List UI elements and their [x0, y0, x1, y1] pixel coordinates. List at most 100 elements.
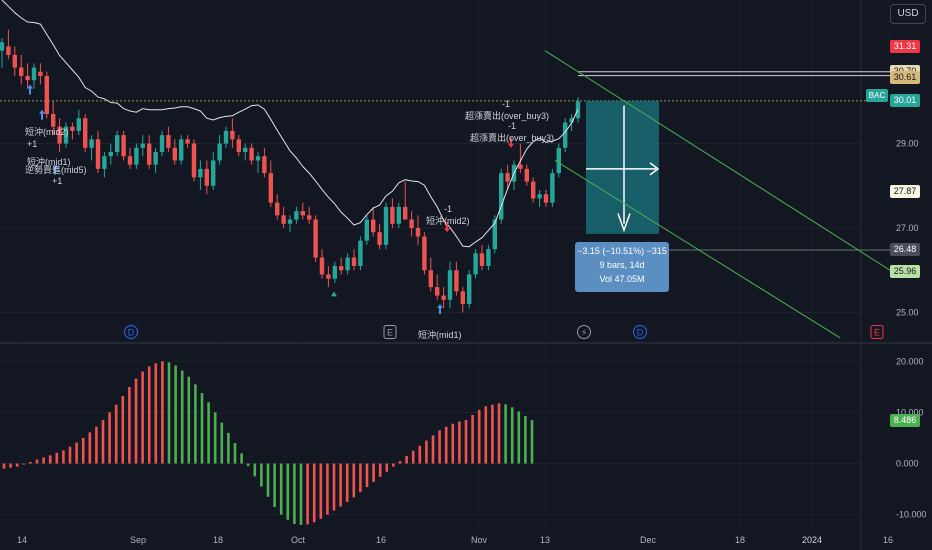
candle — [147, 135, 152, 169]
candle-body — [243, 147, 248, 152]
x-tick-label: Oct — [291, 535, 306, 545]
candle-body — [492, 219, 497, 250]
price-axis-label: 25.96 — [890, 265, 920, 279]
candle-body — [198, 168, 203, 178]
candle-body — [479, 253, 485, 266]
candle-body — [563, 122, 568, 148]
candle-body — [57, 126, 62, 144]
candle — [447, 261, 453, 309]
candle-body — [377, 232, 382, 245]
oscillator-bar — [345, 463, 349, 502]
oscillator-bar — [352, 463, 356, 498]
x-tick-label: 18 — [213, 535, 223, 545]
candle — [57, 118, 62, 152]
moving-average-line — [1, 0, 579, 248]
candle — [460, 287, 465, 313]
signal-label: -1 — [508, 121, 516, 131]
x-tick-label: 14 — [17, 535, 27, 545]
trend-line-lower — [554, 160, 841, 339]
currency-button[interactable]: USD — [890, 4, 926, 24]
candle-body — [249, 147, 254, 161]
candle — [211, 152, 216, 190]
candle-body — [51, 114, 56, 127]
candle — [358, 236, 363, 271]
signal-label: 短沖(mid1) — [418, 329, 462, 340]
x-tick-label: Nov — [471, 535, 488, 545]
candle-body — [0, 42, 5, 51]
candle-body — [364, 219, 369, 241]
oscillator-bar — [260, 463, 263, 487]
signal-label: +1 — [27, 139, 37, 149]
candle — [12, 46, 17, 76]
oscillator-bar — [9, 463, 12, 468]
oscillator-bar — [141, 371, 144, 464]
candle — [319, 249, 325, 279]
candle-body — [447, 270, 453, 300]
candle-body — [518, 164, 523, 169]
candle — [38, 63, 43, 85]
candle — [51, 101, 56, 136]
oscillator-bar — [180, 370, 184, 464]
candle — [127, 147, 133, 169]
candle — [275, 194, 280, 220]
oscillator-bar — [161, 361, 164, 464]
oscillator-bar — [438, 430, 441, 464]
candle-body — [83, 118, 88, 148]
candle-body — [204, 168, 209, 186]
candle — [115, 130, 120, 157]
candle — [223, 126, 229, 148]
oscillator-bar — [220, 422, 224, 464]
candle — [262, 147, 267, 178]
candle — [377, 223, 382, 250]
oscillator-bar — [378, 463, 382, 477]
candle-body — [358, 240, 363, 266]
oscillator-bar — [530, 420, 534, 464]
signal-label: -1 — [444, 204, 452, 214]
event-marker-label: E — [874, 328, 880, 338]
candle — [364, 215, 369, 245]
oscillator-bar — [504, 404, 507, 464]
oscillator-bar — [35, 459, 39, 464]
projection-box — [586, 100, 659, 234]
candle-body — [281, 215, 286, 224]
signal-label: 超漲賣出(over_buy3) — [465, 110, 549, 121]
candle — [249, 143, 254, 165]
candle-body — [147, 143, 152, 165]
oscillator-bar — [68, 446, 72, 464]
candle-body — [351, 257, 357, 266]
oscillator-bar — [95, 426, 98, 464]
oscillator-bar — [451, 423, 455, 464]
price-axis-label: 31.31 — [890, 39, 920, 53]
candle-body — [537, 194, 542, 199]
candle-body — [179, 139, 184, 161]
candle-body — [95, 139, 101, 169]
candle-body — [25, 76, 30, 81]
oscillator-bar — [114, 404, 118, 464]
candle — [486, 244, 491, 271]
x-tick-label: 13 — [540, 535, 550, 545]
candle-body — [102, 156, 107, 169]
osc-tick-label: 0.000 — [896, 459, 919, 469]
measure-line2: 9 bars, 14d — [599, 260, 645, 270]
candle-body — [435, 287, 440, 296]
oscillator-bar — [293, 463, 296, 524]
oscillator-bar — [22, 463, 26, 465]
candle — [172, 139, 177, 165]
oscillator-bar — [128, 386, 131, 464]
candle-body — [275, 202, 280, 216]
candle-body — [371, 219, 376, 233]
oscillator-bar — [471, 415, 474, 464]
oscillator-bar — [332, 463, 336, 511]
candle — [396, 202, 401, 228]
oscillator-bar — [312, 463, 316, 523]
event-marker-split — [577, 325, 591, 339]
candle — [339, 257, 344, 275]
x-tick-label: 16 — [376, 535, 386, 545]
candle — [383, 202, 389, 250]
candle — [76, 109, 81, 136]
osc-tick-label: 10.000 — [896, 407, 924, 417]
x-tick-label: Dec — [640, 535, 657, 545]
oscillator-bar — [88, 432, 92, 464]
event-marker-earnings — [383, 325, 397, 339]
